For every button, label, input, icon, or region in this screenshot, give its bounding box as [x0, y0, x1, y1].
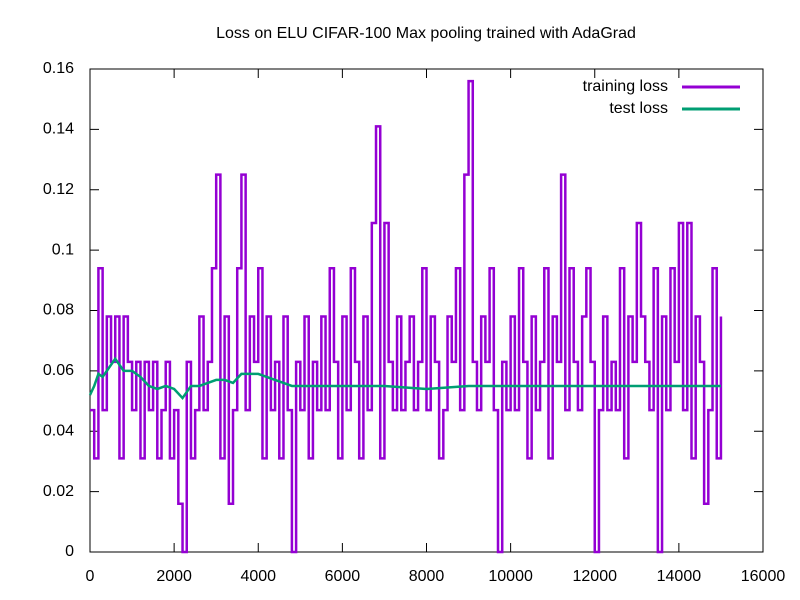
chart-title: Loss on ELU CIFAR-100 Max pooling traine… — [216, 25, 636, 42]
x-tick-label: 8000 — [409, 568, 445, 585]
y-tick-label: 0.1 — [52, 241, 74, 258]
y-tick-label: 0.16 — [43, 60, 74, 77]
y-tick-label: 0 — [65, 543, 74, 560]
x-tick-label: 0 — [86, 568, 95, 585]
legend-label: test loss — [609, 100, 668, 117]
x-tick-label: 14000 — [657, 568, 702, 585]
series-line — [88, 356, 721, 401]
x-tick-label: 10000 — [488, 568, 533, 585]
x-tick-label: 2000 — [156, 568, 192, 585]
series-line — [90, 79, 723, 554]
x-tick-label: 16000 — [741, 568, 786, 585]
plot-frame — [89, 68, 764, 553]
x-tick-label: 6000 — [325, 568, 361, 585]
y-tick-label: 0.04 — [43, 422, 74, 439]
y-tick-label: 0.06 — [43, 362, 74, 379]
y-tick-label: 0.14 — [43, 121, 74, 138]
y-tick-label: 0.12 — [43, 181, 74, 198]
x-tick-label: 4000 — [240, 568, 276, 585]
legend-label: training loss — [583, 78, 668, 95]
y-tick-label: 0.08 — [43, 302, 74, 319]
y-tick-label: 0.02 — [43, 483, 74, 500]
x-tick-label: 12000 — [573, 568, 618, 585]
